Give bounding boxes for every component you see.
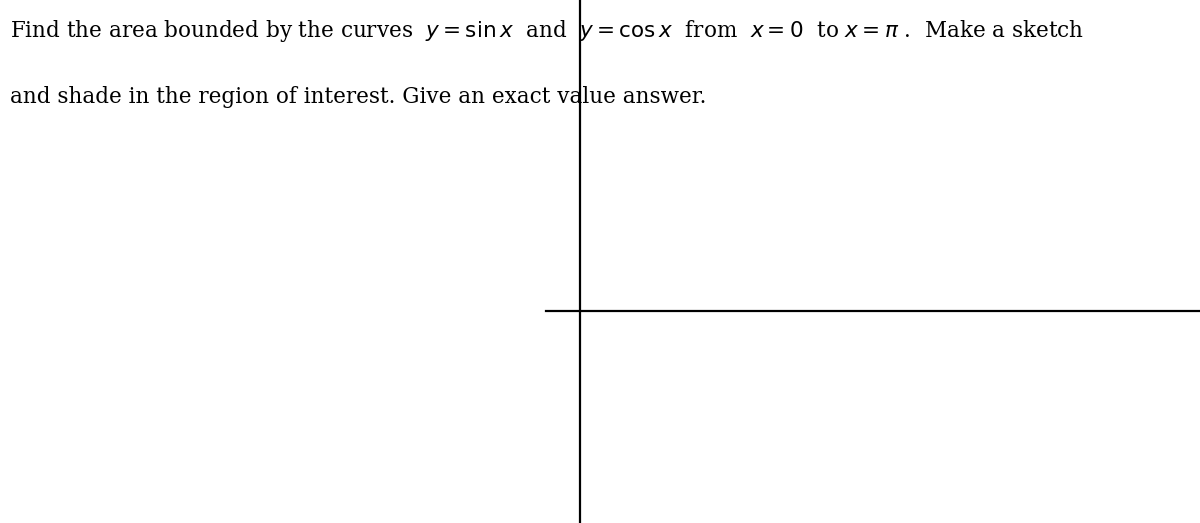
Text: Find the area bounded by the curves  $y=\sin x$  and  $y=\cos x$  from  $x=0$  t: Find the area bounded by the curves $y=\… [10,18,1084,44]
Text: and shade in the region of interest. Give an exact value answer.: and shade in the region of interest. Giv… [10,86,706,108]
